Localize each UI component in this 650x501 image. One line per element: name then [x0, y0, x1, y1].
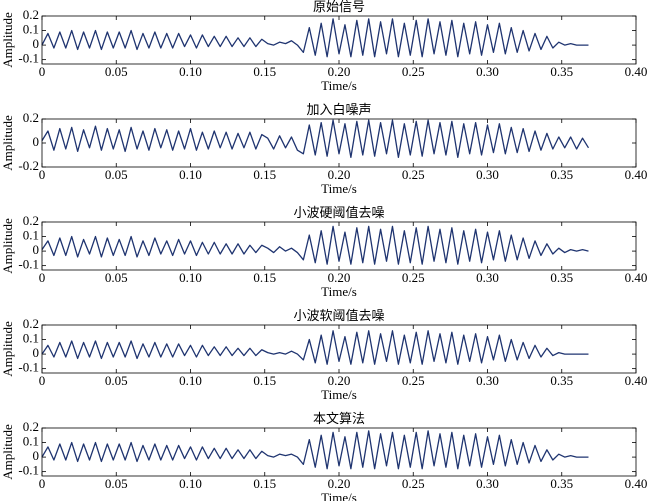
x-tick-label: 0.10: [179, 373, 202, 388]
plot-frame: [41, 324, 637, 374]
signal-line: [41, 18, 589, 58]
y-axis-label: Amplitude: [0, 218, 15, 274]
y-tick-label: -0.1: [18, 463, 39, 478]
y-tick-label: -0.1: [18, 257, 39, 272]
y-axis-label: Amplitude: [0, 12, 15, 68]
y-tick-label: -0.1: [18, 51, 39, 66]
x-tick-label: 0.20: [328, 64, 351, 79]
x-tick-label: 0: [39, 373, 46, 388]
x-tick-label: 0.25: [402, 64, 425, 79]
x-tick-label: 0.20: [328, 373, 351, 388]
y-tick-label: 0: [33, 345, 40, 360]
x-tick-label: 0.30: [476, 270, 499, 285]
subplot-title: 小波软阈值去噪: [293, 308, 384, 323]
subplot-title: 小波硬阈值去噪: [293, 205, 384, 220]
y-tick-label: 0: [33, 242, 40, 257]
x-tick-label: 0.10: [179, 476, 202, 491]
x-tick-label: 0.25: [402, 270, 425, 285]
y-tick-label: 0.2: [23, 7, 39, 22]
x-tick-label: 0.05: [105, 64, 128, 79]
y-tick-label: 0.1: [23, 434, 39, 449]
x-tick-label: 0.15: [253, 476, 276, 491]
y-tick-label: 0: [33, 134, 40, 149]
x-tick-label: 0.05: [105, 373, 128, 388]
y-tick-label: 0.2: [23, 419, 39, 434]
y-tick-label: -0.2: [18, 158, 39, 173]
y-axis-label: Amplitude: [0, 115, 15, 171]
x-tick-label: 0.40: [625, 373, 648, 388]
x-tick-label: 0.40: [625, 476, 648, 491]
signal-line: [41, 119, 590, 159]
x-axis-label: Time/s: [321, 78, 357, 93]
x-axis-label: Time/s: [321, 284, 357, 299]
x-tick-label: 0.40: [625, 167, 648, 182]
x-tick-label: 0.20: [328, 476, 351, 491]
x-tick-label: 0.20: [328, 167, 351, 182]
x-tick-label: 0.20: [328, 270, 351, 285]
x-tick-label: 0.10: [179, 167, 202, 182]
x-axis-label: Time/s: [321, 181, 357, 196]
x-tick-label: 0: [39, 270, 46, 285]
plot-frame: [41, 427, 637, 477]
x-tick-label: 0: [39, 64, 46, 79]
y-tick-label: 0: [33, 448, 40, 463]
x-tick-label: 0: [39, 167, 46, 182]
subplot-title: 加入白噪声: [306, 102, 371, 117]
x-tick-label: 0.10: [179, 270, 202, 285]
signal-line: [41, 330, 589, 365]
x-axis-label: Time/s: [321, 490, 357, 501]
x-tick-label: 0.30: [476, 476, 499, 491]
x-tick-label: 0.40: [625, 64, 648, 79]
x-tick-label: 0.35: [550, 476, 573, 491]
x-tick-label: 0.40: [625, 270, 648, 285]
y-tick-label: 0.2: [23, 213, 39, 228]
x-tick-label: 0.35: [550, 270, 573, 285]
y-axis-label: Amplitude: [0, 321, 15, 377]
x-tick-label: 0.15: [253, 64, 276, 79]
y-tick-label: 0.1: [23, 22, 39, 37]
x-tick-label: 0.30: [476, 373, 499, 388]
x-tick-label: 0.05: [105, 476, 128, 491]
y-tick-label: 0.2: [23, 316, 39, 331]
x-tick-label: 0.25: [402, 373, 425, 388]
x-axis-label: Time/s: [321, 387, 357, 402]
y-tick-label: 0.1: [23, 331, 39, 346]
signal-line: [41, 430, 589, 470]
plot-frame: [41, 221, 637, 271]
x-tick-label: 0.35: [550, 64, 573, 79]
x-tick-label: 0.15: [253, 270, 276, 285]
subplot-title: 原始信号: [313, 0, 365, 14]
x-tick-label: 0.30: [476, 167, 499, 182]
signal-line: [41, 225, 589, 265]
y-tick-label: 0.2: [23, 110, 39, 125]
y-tick-label: 0: [33, 36, 40, 51]
y-axis-label: Amplitude: [0, 424, 15, 480]
x-tick-label: 0: [39, 476, 46, 491]
x-tick-label: 0.10: [179, 64, 202, 79]
x-tick-label: 0.15: [253, 373, 276, 388]
plot-frame: [41, 15, 637, 65]
x-tick-label: 0.25: [402, 167, 425, 182]
x-tick-label: 0.30: [476, 64, 499, 79]
y-tick-label: 0.1: [23, 228, 39, 243]
x-tick-label: 0.35: [550, 373, 573, 388]
subplot-title: 本文算法: [313, 411, 365, 426]
x-tick-label: 0.05: [105, 167, 128, 182]
x-tick-label: 0.25: [402, 476, 425, 491]
x-tick-label: 0.15: [253, 167, 276, 182]
plot-frame: [41, 118, 637, 168]
y-tick-label: -0.1: [18, 360, 39, 375]
x-tick-label: 0.35: [550, 167, 573, 182]
x-tick-label: 0.05: [105, 270, 128, 285]
